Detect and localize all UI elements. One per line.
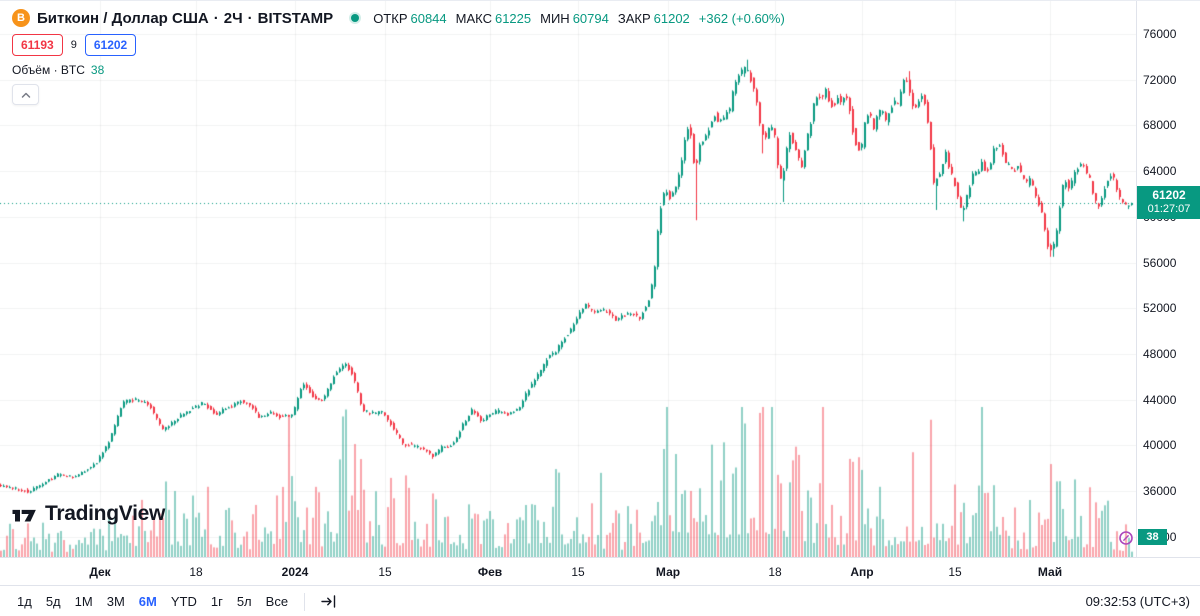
price-axis-label: 40000 (1143, 438, 1177, 453)
range-button-5л[interactable]: 5л (230, 590, 259, 613)
volume-indicator-row: Объём · BTC 38 (12, 63, 785, 77)
ohlc-value: 60794 (572, 10, 609, 26)
price-axis-label: 68000 (1143, 118, 1177, 133)
exchange-button[interactable]: BITSTAMP (257, 9, 334, 27)
price-axis-label: 52000 (1143, 301, 1177, 316)
time-axis-label: 15 (948, 565, 962, 579)
range-button-YTD[interactable]: YTD (164, 590, 204, 613)
ohlc-value: 61225 (494, 10, 532, 26)
ohlc-values: ОТКР 60844 МАКС 61225 МИН 60794 ЗАКР 61202 (373, 11, 699, 26)
price-axis-label: 44000 (1143, 392, 1177, 407)
volume-indicator-title[interactable]: Объём · BTC (12, 63, 85, 77)
range-button-1г[interactable]: 1г (204, 590, 230, 613)
chart-legend: B Биткоин / Доллар США · 2Ч · BITSTAMP О… (12, 9, 785, 105)
ohlc-label: ЗАКР (617, 10, 651, 26)
volume-axis-badge: 38 (1138, 529, 1167, 545)
price-axis-label: 56000 (1143, 255, 1177, 270)
price-axis[interactable]: 61202 01:27:07 38 7600072000680006400060… (1136, 1, 1200, 557)
price-axis-label: 48000 (1143, 346, 1177, 361)
time-axis-label: Фев (477, 565, 503, 579)
date-range-buttons: 1д 5д 1M 3M 6M YTD 1г 5л Все (10, 590, 295, 613)
price-axis-label: 36000 (1143, 484, 1177, 498)
tradingview-watermark: TradingView (10, 502, 165, 526)
range-button-5д[interactable]: 5д (39, 590, 68, 613)
collapse-legend-button[interactable] (12, 84, 39, 105)
ohlc-value: 60844 (410, 10, 447, 26)
current-price-value: 61202 (1152, 188, 1186, 203)
time-axis-label: Апр (850, 565, 874, 579)
price-chart-canvas[interactable] (0, 1, 1136, 557)
watermark-text: TradingView (45, 502, 166, 525)
range-button-1M[interactable]: 1M (68, 590, 100, 613)
volume-indicator-value: 38 (90, 63, 105, 77)
separator-dot: · (247, 9, 253, 27)
time-axis-label: Дек (89, 565, 111, 579)
range-button-Все[interactable]: Все (259, 590, 295, 613)
sell-button[interactable]: 61193 (12, 34, 63, 56)
time-axis-label: 15 (571, 565, 585, 579)
buy-button[interactable]: 61202 (84, 34, 137, 56)
separator-dot: · (213, 9, 219, 27)
chart-plot-area: TradingView B Биткоин / Доллар США · 2Ч … (0, 1, 1136, 557)
spread-value: 9 (70, 39, 77, 51)
bottom-toolbar: 1д 5д 1M 3M 6M YTD 1г 5л Все 09:32:53 (UTC+3) (0, 585, 1200, 616)
trade-buttons-row: 61193 9 61202 (12, 34, 785, 56)
price-axis-label: 72000 (1143, 72, 1177, 87)
ohlc-label: МАКС (455, 10, 492, 26)
bitcoin-icon: B (12, 9, 30, 27)
ohlc-label: ОТКР (373, 10, 408, 26)
current-price-label: 61202 01:27:07 (1137, 186, 1200, 220)
symbol-name[interactable]: Биткоин / Доллар США (37, 9, 209, 27)
range-button-6M[interactable]: 6M (132, 590, 164, 613)
bar-countdown: 01:27:07 (1147, 203, 1191, 216)
time-axis-label: 2024 (281, 565, 309, 579)
symbol-row: B Биткоин / Доллар США · 2Ч · BITSTAMP О… (12, 9, 785, 27)
tradingview-logo-icon (12, 509, 36, 522)
price-axis-label: 76000 (1143, 27, 1177, 41)
time-axis-label: Мар (655, 565, 681, 579)
go-to-date-icon (321, 595, 336, 608)
time-axis-label: 15 (378, 565, 392, 579)
bitcoin-icon-letter: B (17, 12, 25, 24)
market-status-icon[interactable] (351, 14, 360, 22)
range-button-1д[interactable]: 1д (10, 590, 39, 613)
price-axis-label: 64000 (1143, 164, 1177, 179)
chevron-up-icon (21, 92, 30, 98)
price-change: +362 (+0.60%) (698, 10, 785, 26)
go-to-date-button[interactable] (314, 589, 343, 614)
time-axis-label: 18 (189, 565, 203, 579)
time-axis-label: Май (1037, 565, 1063, 579)
interval-button[interactable]: 2Ч (223, 9, 243, 27)
clock-timezone[interactable]: 09:32:53 (UTC+3) (1085, 594, 1190, 609)
ohlc-label: МИН (540, 10, 570, 26)
volume-indicator-logo-icon (1119, 531, 1133, 545)
ohlc-value: 61202 (653, 10, 690, 26)
time-axis-label: 18 (768, 565, 782, 579)
range-button-3M[interactable]: 3M (100, 590, 132, 613)
toolbar-separator (304, 592, 306, 611)
time-axis[interactable]: Дек 18 2024 15 Фев 15 Мар 18 Апр 15 Май (0, 557, 1200, 585)
